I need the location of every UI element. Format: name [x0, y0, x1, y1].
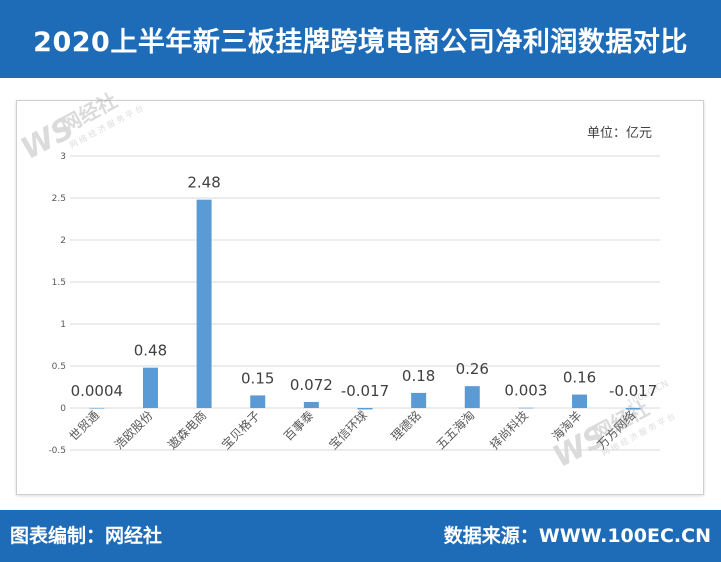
data-label: 0.003: [504, 382, 547, 400]
page-title: 2020上半年新三板挂牌跨境电商公司净利润数据对比: [33, 26, 688, 58]
data-label: 0.48: [134, 342, 167, 360]
y-tick-label: 1.5: [52, 278, 66, 288]
bar: [625, 408, 641, 410]
y-tick-label: 2.5: [52, 194, 66, 204]
watermark-logo-top: WS 网经社 网 络 经 济 服 务 平 台: [15, 88, 144, 167]
footer-credit: 图表编制：网经社: [10, 525, 163, 547]
y-tick-label: -0.5: [48, 446, 66, 456]
data-label: 0.072: [290, 376, 333, 394]
title-bar: 2020上半年新三板挂牌跨境电商公司净利润数据对比: [0, 0, 721, 78]
x-category-label: 遨森电商: [165, 408, 210, 453]
x-category-label: 百事泰: [281, 408, 316, 443]
x-category-label: 世贸通: [67, 408, 102, 443]
footer-source: 数据来源：WWW.100EC.CN: [443, 525, 711, 547]
bar: [303, 401, 319, 408]
chart-panel: [16, 100, 704, 495]
x-category-label: 宝贝格子: [218, 408, 263, 453]
unit-label: 单位：亿元: [587, 126, 652, 141]
data-label: 0.0004: [71, 382, 124, 400]
x-category-label: 择尚科技: [487, 408, 531, 452]
bar: [196, 199, 212, 408]
bar: [250, 395, 266, 408]
bar: [142, 367, 158, 408]
data-label: 0.18: [402, 367, 435, 385]
data-label: 2.48: [187, 174, 220, 192]
y-tick-label: 2: [60, 236, 66, 246]
y-tick-label: 0: [60, 404, 66, 414]
footer-bar: 图表编制：网经社 数据来源：WWW.100EC.CN: [0, 510, 721, 562]
bar: [411, 392, 427, 408]
bar: [572, 394, 588, 408]
bar: [89, 407, 105, 409]
x-category-label: 理德铭: [388, 408, 424, 444]
bar: [464, 386, 480, 408]
x-category-label: 浩欧股份: [112, 408, 156, 452]
y-tick-label: 1: [60, 320, 66, 330]
data-label: 0.15: [241, 369, 274, 387]
x-category-label: 宝信环球: [326, 408, 370, 452]
data-label: -0.017: [609, 382, 657, 400]
x-category-label: 五五海淘: [433, 408, 478, 453]
y-tick-label: 3: [60, 152, 66, 162]
y-tick-label: 0.5: [52, 362, 66, 372]
data-label: 0.16: [563, 369, 596, 387]
bar: [357, 408, 373, 410]
data-label: 0.26: [456, 360, 489, 378]
bar: [518, 407, 534, 409]
data-label: -0.017: [341, 382, 389, 400]
